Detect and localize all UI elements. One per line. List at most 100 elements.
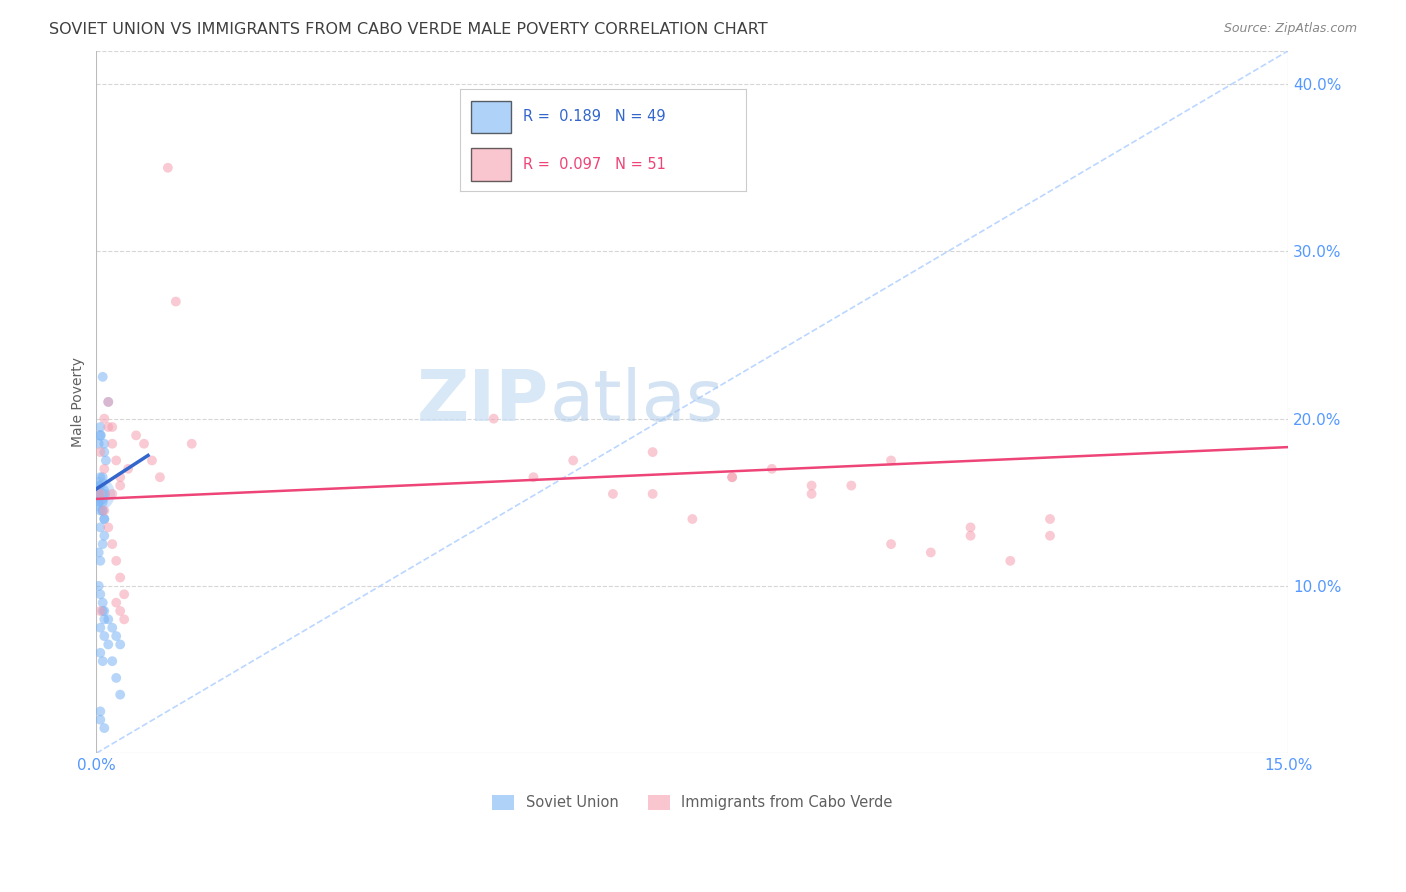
Point xyxy=(112,587,135,601)
Point xyxy=(108,604,131,618)
Point xyxy=(108,688,131,702)
Point xyxy=(89,503,111,517)
Point xyxy=(108,470,131,484)
Point xyxy=(87,487,110,501)
Point xyxy=(93,512,115,526)
Point xyxy=(87,579,110,593)
Point xyxy=(97,395,120,409)
Point xyxy=(89,478,111,492)
Point xyxy=(89,621,111,635)
Point xyxy=(89,604,111,618)
Point xyxy=(91,495,114,509)
Point xyxy=(105,671,128,685)
Point xyxy=(149,470,172,484)
Point xyxy=(125,428,148,442)
Point xyxy=(880,537,903,551)
Point xyxy=(93,529,115,543)
Point xyxy=(1039,512,1062,526)
Point xyxy=(89,520,111,534)
Point xyxy=(89,445,111,459)
Point xyxy=(89,704,111,718)
Point xyxy=(87,478,110,492)
Point xyxy=(841,478,863,492)
Point xyxy=(93,721,115,735)
Point xyxy=(800,478,823,492)
Legend: Soviet Union, Immigrants from Cabo Verde: Soviet Union, Immigrants from Cabo Verde xyxy=(486,789,898,816)
Point xyxy=(89,487,111,501)
Point xyxy=(105,554,128,568)
Point xyxy=(87,436,110,450)
Point xyxy=(93,612,115,626)
Point xyxy=(108,637,131,651)
Point xyxy=(641,445,664,459)
Point xyxy=(101,537,124,551)
Point xyxy=(180,436,202,450)
Point xyxy=(91,470,114,484)
Point xyxy=(101,420,124,434)
Point xyxy=(93,487,115,501)
Point xyxy=(117,462,139,476)
Point xyxy=(112,612,135,626)
Point xyxy=(959,529,981,543)
Point xyxy=(880,453,903,467)
Text: ZIP: ZIP xyxy=(418,368,550,436)
Point xyxy=(101,621,124,635)
Point xyxy=(93,512,115,526)
Point xyxy=(482,411,505,425)
Point xyxy=(93,411,115,425)
Point xyxy=(132,436,155,450)
Point xyxy=(87,545,110,559)
Point xyxy=(800,487,823,501)
Point xyxy=(681,512,703,526)
Point xyxy=(91,503,114,517)
Point xyxy=(93,445,115,459)
Point xyxy=(87,495,110,509)
Point xyxy=(87,487,110,501)
Point xyxy=(91,503,114,517)
Point xyxy=(97,637,120,651)
Point xyxy=(89,470,111,484)
Point xyxy=(105,453,128,467)
Text: atlas: atlas xyxy=(550,368,724,436)
Point xyxy=(721,470,744,484)
Point xyxy=(1000,554,1022,568)
Point xyxy=(93,503,115,517)
Point xyxy=(108,478,131,492)
Point xyxy=(101,436,124,450)
Point xyxy=(641,487,664,501)
Point xyxy=(94,453,117,467)
Point xyxy=(101,487,124,501)
Point xyxy=(91,604,114,618)
Point xyxy=(761,462,783,476)
Point xyxy=(97,520,120,534)
Point xyxy=(89,554,111,568)
Point xyxy=(89,587,111,601)
Point xyxy=(105,629,128,643)
Point xyxy=(105,596,128,610)
Point xyxy=(1039,529,1062,543)
Point xyxy=(141,453,163,467)
Point xyxy=(89,428,111,442)
Point xyxy=(156,161,179,175)
Point xyxy=(562,453,585,467)
Point xyxy=(89,420,111,434)
Point xyxy=(97,420,120,434)
Point xyxy=(93,462,115,476)
Point xyxy=(602,487,624,501)
Point xyxy=(959,520,981,534)
Point xyxy=(522,470,544,484)
Text: Source: ZipAtlas.com: Source: ZipAtlas.com xyxy=(1223,22,1357,36)
Point xyxy=(89,428,111,442)
Point xyxy=(721,470,744,484)
Point xyxy=(93,629,115,643)
Point xyxy=(108,570,131,584)
Point xyxy=(920,545,942,559)
Point xyxy=(89,646,111,660)
Point xyxy=(165,294,187,309)
Point xyxy=(97,395,120,409)
Point xyxy=(87,487,110,501)
Point xyxy=(101,654,124,668)
Point xyxy=(91,537,114,551)
Text: SOVIET UNION VS IMMIGRANTS FROM CABO VERDE MALE POVERTY CORRELATION CHART: SOVIET UNION VS IMMIGRANTS FROM CABO VER… xyxy=(49,22,768,37)
Point xyxy=(91,654,114,668)
